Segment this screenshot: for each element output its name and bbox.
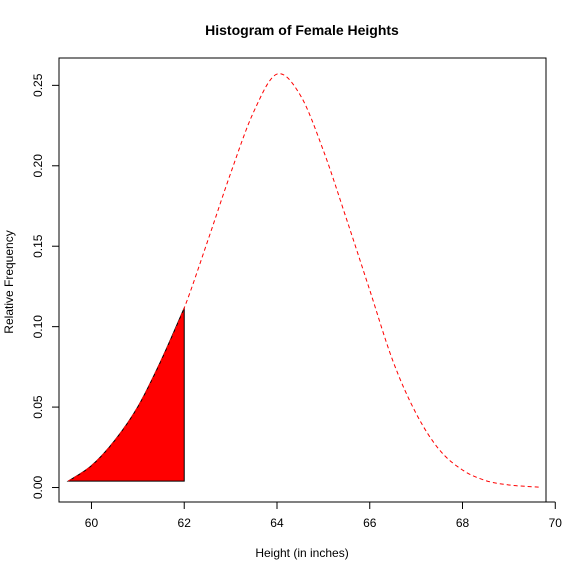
x-tick-label: 62 [178, 516, 192, 530]
y-tick-label: 0.20 [31, 154, 45, 178]
x-tick-label: 70 [549, 516, 563, 530]
y-tick-label: 0.10 [31, 315, 45, 339]
y-tick-label: 0.05 [31, 395, 45, 419]
y-axis: 0.00 0.05 0.10 0.15 0.20 0.25 [31, 73, 59, 499]
y-tick-label: 0.00 [31, 475, 45, 499]
shaded-area [68, 308, 184, 481]
plot-marks [68, 74, 541, 488]
x-axis-label: Height (in inches) [255, 546, 348, 560]
x-tick-label: 64 [270, 516, 284, 530]
chart-title: Histogram of Female Heights [205, 22, 399, 38]
x-tick-label: 68 [456, 516, 470, 530]
y-axis-label: Relative Frequency [2, 230, 16, 333]
y-tick-label: 0.15 [31, 234, 45, 258]
x-tick-label: 66 [363, 516, 377, 530]
y-tick-label: 0.25 [31, 73, 45, 97]
x-axis: 60 62 64 66 68 70 [85, 502, 562, 530]
x-tick-label: 60 [85, 516, 99, 530]
